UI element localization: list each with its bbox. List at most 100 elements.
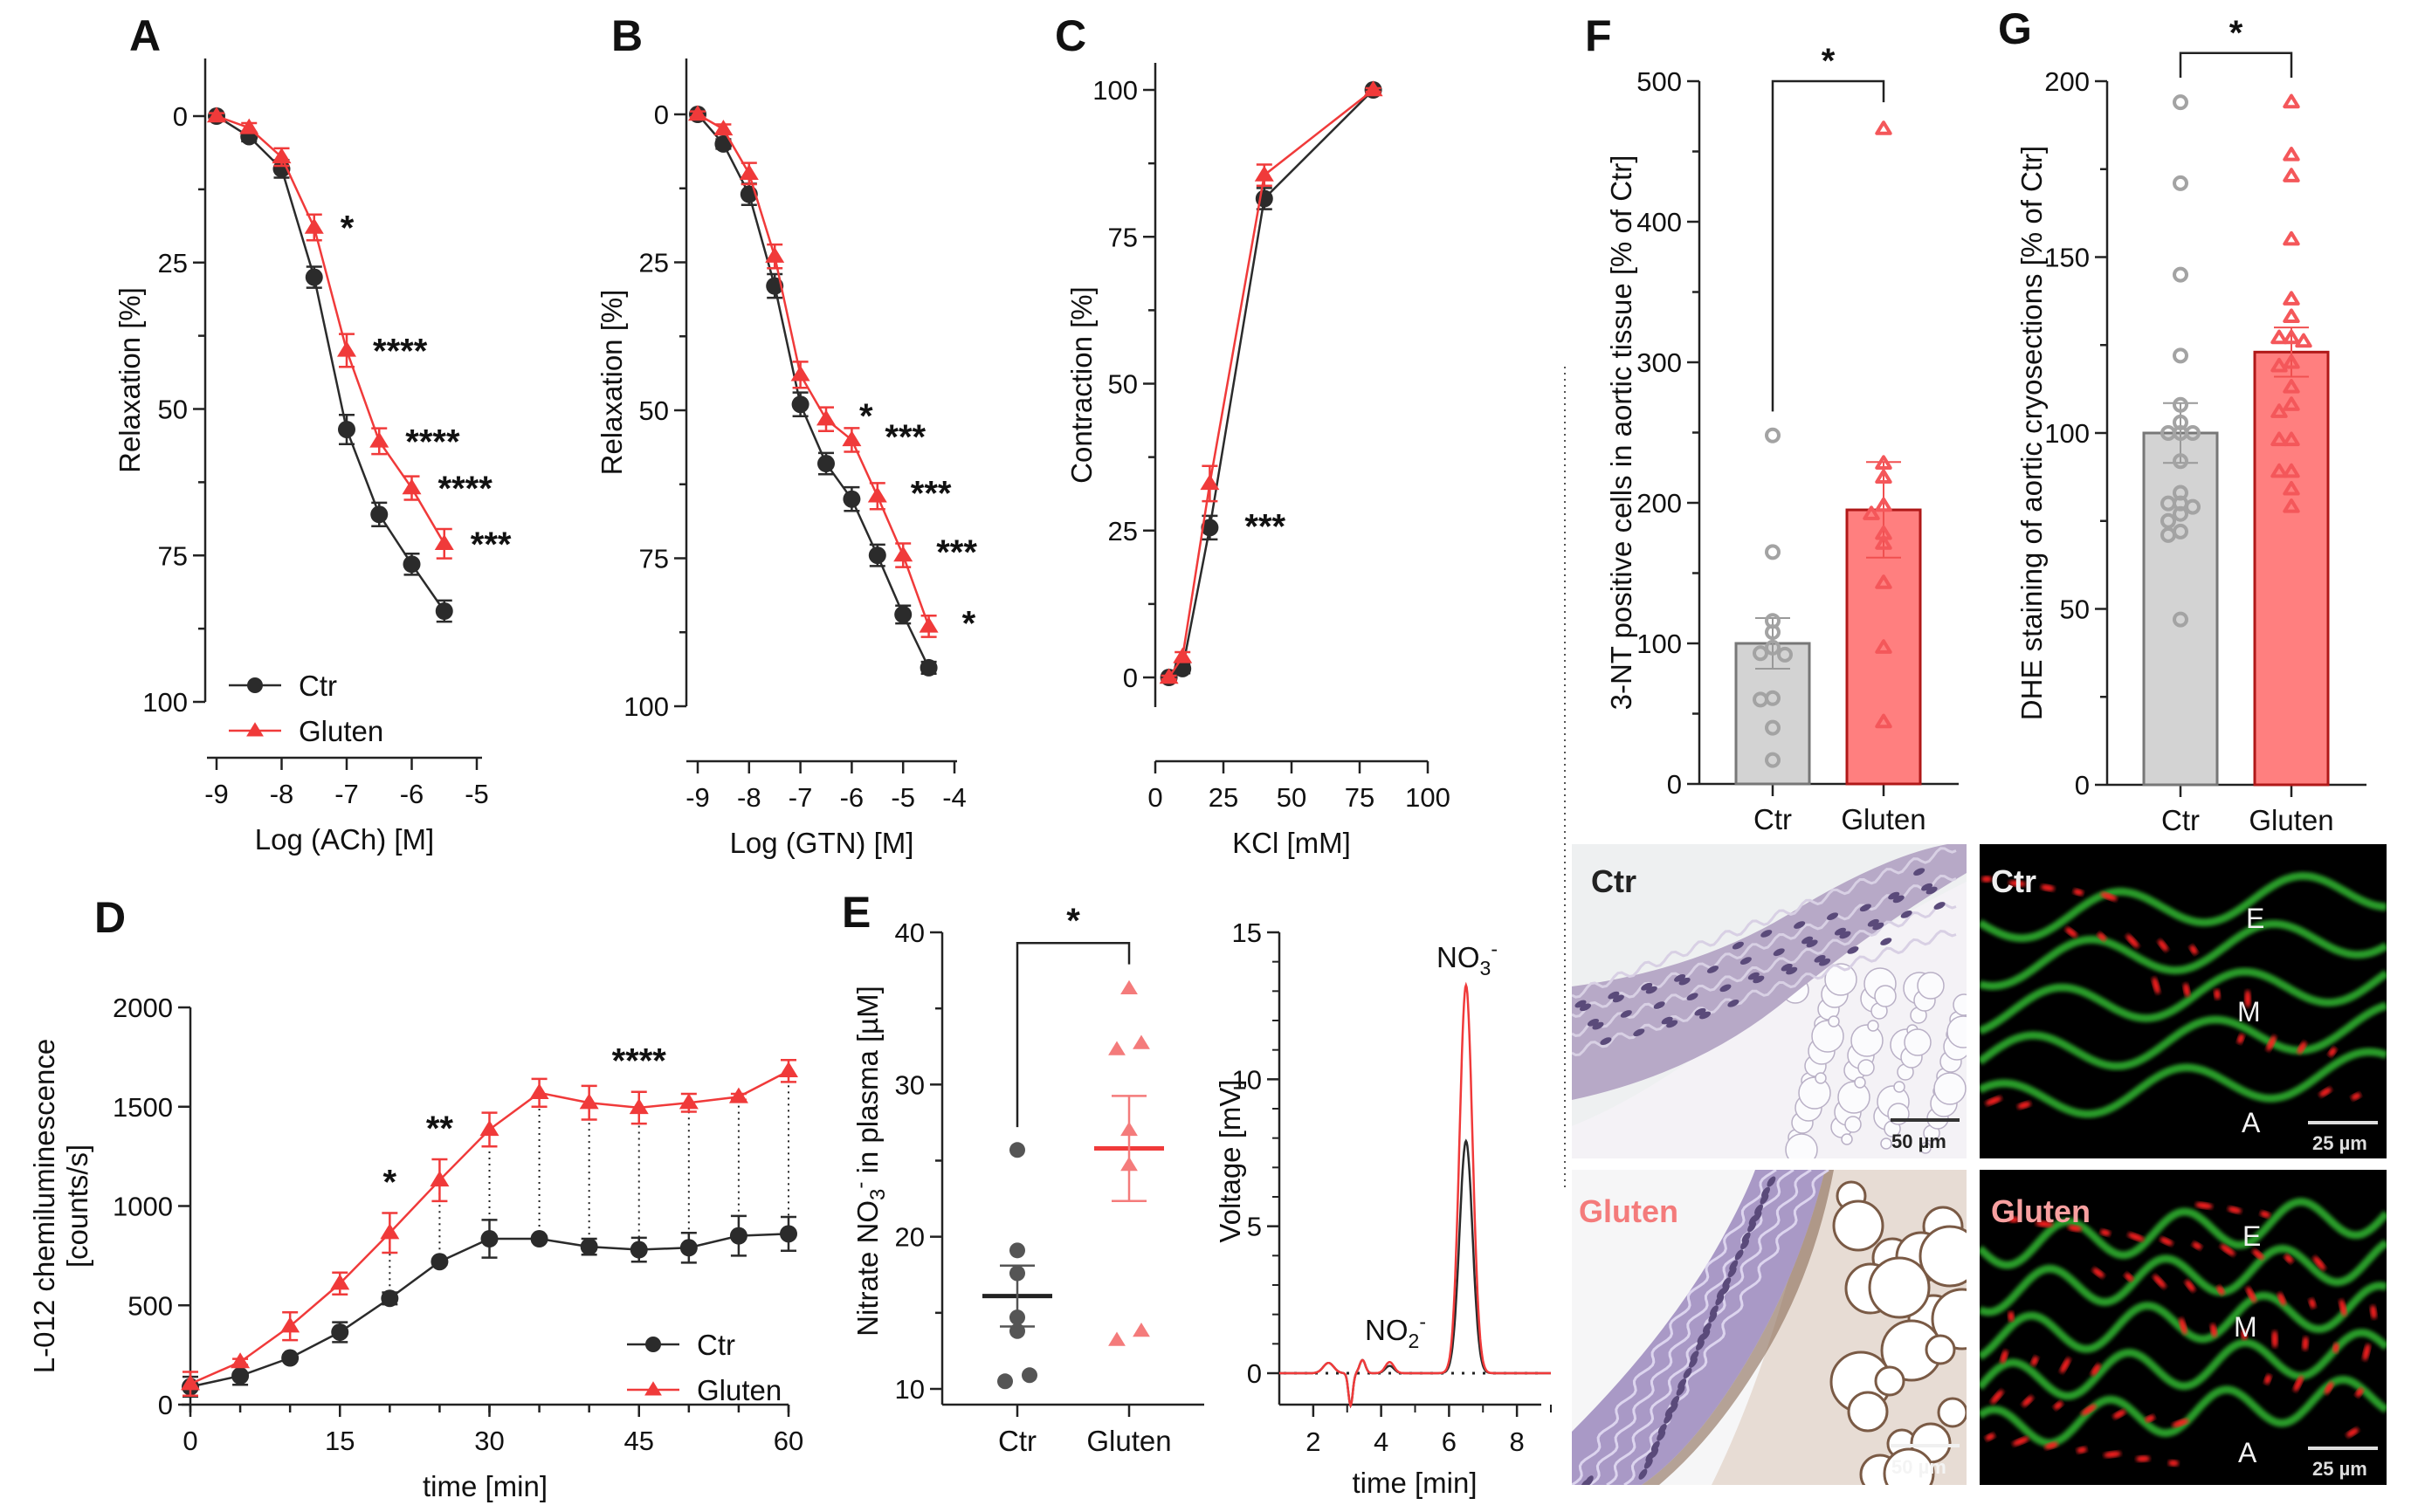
data-point-ctr [305, 268, 323, 286]
layer-label-media-ctr: M [2237, 996, 2261, 1027]
data-point-ctr [431, 1253, 449, 1271]
dhe-signal [2192, 1241, 2202, 1250]
dhe-signal [2008, 1311, 2015, 1322]
cell-nucleus [1676, 1385, 1685, 1396]
data-point-gluten [2283, 168, 2300, 182]
dhe-signal [2189, 945, 2198, 955]
x-tick-label: 100 [1405, 782, 1450, 813]
data-point-gluten [1875, 455, 1892, 470]
y-tick-label: 400 [1636, 207, 1682, 237]
data-point-ctr [2185, 425, 2201, 441]
x-tick-label: 25 [1209, 782, 1238, 813]
fat-cell [1925, 1334, 1956, 1365]
x-tick-label: Ctr [1753, 803, 1792, 835]
dhe-signal [2351, 1092, 2361, 1101]
data-point-ctr [791, 395, 809, 414]
legend-label: Gluten [299, 715, 383, 747]
y-tick-label: 0 [1123, 663, 1138, 693]
dhe-signal [2293, 1375, 2304, 1392]
dhe-signal [2309, 1298, 2316, 1309]
significance-stars: ** [426, 1110, 454, 1148]
cell-nucleus [1708, 1311, 1718, 1323]
data-point-ctr [868, 546, 886, 565]
panel-d-chemiluminescence-chart: D 0 500 1000 1500 2000 0 15 30 45 60 time [min] L-01… [28, 893, 803, 1502]
panel-b-gtn-relaxation-chart: B 0 25 50 75 100 -9 -8 -7 -6 -5 -4 Log (GTN) [M] Rela… [596, 11, 977, 859]
fat-cell [1953, 993, 1967, 1016]
data-point-gluten [679, 1093, 699, 1110]
dhe-signal [2179, 1317, 2187, 1335]
dhe-signal [2158, 939, 2168, 952]
cell-nucleus [1760, 930, 1773, 938]
x-tick-label: -4 [942, 782, 967, 813]
panel-letter: C [1055, 11, 1086, 60]
dhe-signal [2104, 1451, 2121, 1458]
fat-cell [1937, 1397, 1967, 1428]
dhe-signal [2332, 1343, 2339, 1353]
data-point-gluten [1133, 1034, 1150, 1049]
dhe-signal [2246, 1287, 2256, 1302]
fat-cell [1880, 1137, 1892, 1150]
data-point-gluten [2283, 480, 2300, 496]
dhe-signal [2168, 1460, 2179, 1467]
data-point-gluten [1120, 979, 1138, 994]
significance-stars: * [383, 1163, 397, 1201]
data-point-gluten [816, 409, 836, 426]
dhe-signal [2160, 1237, 2173, 1246]
data-point-ctr [679, 1239, 698, 1257]
data-point-ctr [920, 658, 938, 677]
x-tick-label: -9 [685, 782, 710, 813]
cell-nucleus [1727, 1267, 1737, 1278]
cell-nucleus [1706, 966, 1719, 973]
y-tick-label: 30 [895, 1069, 925, 1100]
y-tick-label: 150 [2044, 243, 2090, 273]
elastic-lamina-autofluorescence [1980, 1001, 2387, 1070]
x-tick-label: -6 [400, 779, 424, 809]
cell-nucleus [1722, 1277, 1732, 1289]
data-point-ctr [1765, 544, 1781, 560]
data-point-ctr [1009, 1142, 1025, 1158]
histology-gluten-scale-text: 50 µm [1891, 1456, 1946, 1478]
elastic-lamina-autofluorescence [1980, 967, 2387, 1035]
dhe-signal [2302, 1337, 2309, 1350]
x-tick-label: 8 [1510, 1426, 1525, 1457]
fat-cell [1815, 1072, 1827, 1084]
data-point-ctr [2173, 347, 2188, 364]
data-point-gluten [272, 148, 292, 164]
data-point-ctr [1009, 1323, 1025, 1339]
data-point-gluten [2283, 498, 2300, 513]
dhe-signal [2355, 1387, 2364, 1398]
significance-stars: **** [438, 470, 493, 508]
cell-nucleus [1638, 1468, 1648, 1480]
data-point-gluten [1875, 497, 1892, 512]
data-point-gluten [629, 1098, 649, 1115]
fluorescence-ctr-label: Ctr [1991, 863, 2036, 899]
data-point-gluten [1875, 469, 1892, 485]
dhe-signal [2081, 1404, 2097, 1416]
x-tick-label: 4 [1374, 1426, 1388, 1457]
dhe-signal [2266, 1034, 2277, 1052]
data-point-ctr [2160, 425, 2176, 441]
cell-nucleus [1695, 1339, 1705, 1351]
cell-nucleus [1806, 939, 1818, 948]
panel-letter: B [611, 11, 643, 60]
cell-nucleus [1761, 1186, 1770, 1198]
data-point-ctr [370, 505, 389, 524]
x-tick-label: -7 [789, 782, 813, 813]
y-axis-title-unit: [counts/s] [61, 1144, 93, 1268]
layer-label-adventitia-ctr: A [2242, 1107, 2261, 1138]
data-point-gluten [402, 478, 422, 495]
x-tick-label: 30 [474, 1426, 504, 1456]
data-point-gluten [181, 1374, 200, 1391]
y-tick-label: 0 [173, 101, 188, 132]
data-point-ctr [2160, 512, 2176, 529]
y-tick-label: 1000 [113, 1192, 173, 1222]
data-point-ctr [1765, 752, 1781, 768]
data-point-gluten [842, 430, 862, 447]
y-tick-label: 15 [1232, 918, 1262, 948]
data-point-ctr [729, 1227, 747, 1245]
cell-nucleus [1600, 1037, 1612, 1045]
significance-stars: * [962, 604, 976, 643]
series-gluten [688, 105, 939, 638]
data-point-gluten [1133, 1323, 1150, 1337]
